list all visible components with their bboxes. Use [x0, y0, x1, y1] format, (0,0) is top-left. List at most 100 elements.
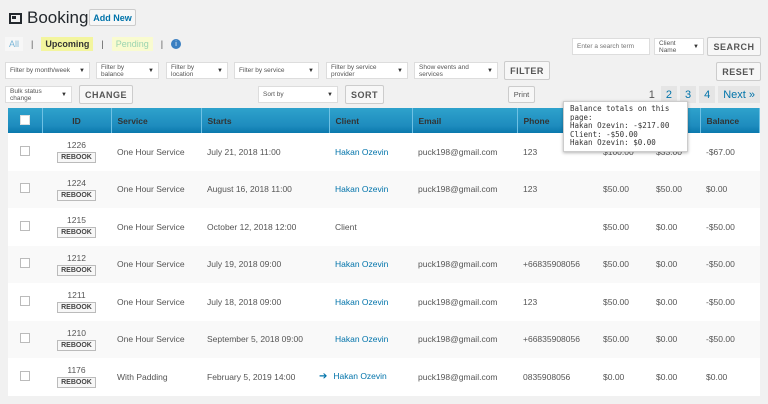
sort-button[interactable]: SORT: [345, 85, 384, 104]
service: One Hour Service: [117, 146, 185, 157]
service: One Hour Service: [117, 296, 185, 307]
tab-all[interactable]: All: [5, 37, 24, 51]
change-button[interactable]: CHANGE: [79, 85, 133, 104]
starts: February 5, 2019 14:00: [207, 371, 296, 382]
page-2[interactable]: 2: [660, 86, 677, 103]
balance-tooltip: Balance totals on this page: Hakan Ozevi…: [563, 101, 688, 152]
col-client[interactable]: Client: [329, 108, 413, 133]
amount-7: $50.00: [603, 296, 629, 307]
starts: July 19, 2018 09:00: [207, 259, 282, 270]
email: puck198@gmail.com: [418, 146, 498, 157]
reset-button[interactable]: RESET: [716, 62, 761, 81]
bulk-status-select[interactable]: Bulk status change ▼: [5, 86, 72, 103]
filter-button[interactable]: FILTER: [504, 61, 550, 80]
client[interactable]: Hakan Ozevin: [335, 296, 389, 307]
row-checkbox[interactable]: [20, 295, 30, 306]
phone: 123: [523, 146, 538, 157]
booking-id: 1212: [67, 252, 86, 263]
email: puck198@gmail.com: [418, 184, 498, 195]
client[interactable]: Hakan Ozevin: [333, 371, 387, 382]
page-4[interactable]: 4: [699, 86, 716, 103]
amount-7: $50.00: [603, 334, 629, 345]
search-field-select[interactable]: Client Name ▼: [654, 38, 704, 55]
client[interactable]: Hakan Ozevin: [335, 259, 389, 270]
pagination: 1 2 3 4 Next »: [646, 86, 760, 103]
amount-7: $100.00: [603, 146, 634, 157]
service: One Hour Service: [117, 259, 185, 270]
starts: August 16, 2018 11:00: [207, 184, 292, 195]
rebook-button[interactable]: REBOOK: [57, 302, 96, 314]
amount-7: $50.00: [603, 184, 629, 195]
table-row: 1212 REBOOK One Hour Service July 19, 2018 …: [8, 245, 760, 283]
rebook-button[interactable]: REBOOK: [57, 264, 96, 276]
rebook-button[interactable]: REBOOK: [57, 339, 96, 351]
email: [412, 208, 517, 246]
tab-upcoming[interactable]: Upcoming: [41, 37, 94, 51]
amount-8: $33.00: [656, 146, 682, 157]
amount-8: $0.00: [656, 221, 678, 232]
booking-id: 1224: [67, 177, 86, 188]
search-input[interactable]: [572, 38, 650, 55]
filter-month-select[interactable]: Filter by month/week ▼: [5, 62, 90, 79]
starts: October 12, 2018 12:00: [207, 221, 297, 232]
row-checkbox[interactable]: [20, 370, 30, 381]
col-service[interactable]: Service: [111, 108, 202, 133]
table-row: 1211 REBOOK One Hour Service July 18, 2018 …: [8, 283, 760, 321]
bookings-icon: [9, 12, 22, 24]
status-tabs: All | Upcoming | Pending | i: [5, 37, 182, 51]
filter-balance-select[interactable]: Filter by balance ▼: [96, 62, 159, 79]
print-button[interactable]: Print: [508, 86, 535, 103]
page-title: Bookings: [9, 8, 97, 28]
select-all-checkbox[interactable]: [19, 114, 30, 125]
filter-location-select[interactable]: Filter by location ▼: [166, 62, 228, 79]
service: One Hour Service: [117, 184, 185, 195]
next-page[interactable]: Next »: [718, 86, 760, 103]
service: With Padding: [117, 371, 168, 382]
rebook-button[interactable]: REBOOK: [57, 152, 96, 164]
row-checkbox[interactable]: [20, 145, 30, 156]
table-row: 1215 REBOOK One Hour Service October 12, 20…: [8, 208, 760, 246]
row-checkbox[interactable]: [20, 183, 30, 194]
add-new-button[interactable]: Add New: [89, 9, 136, 26]
service: One Hour Service: [117, 334, 185, 345]
booking-id: 1211: [67, 290, 86, 301]
rebook-button[interactable]: REBOOK: [57, 377, 96, 389]
balance: $0.00: [706, 371, 728, 382]
filter-provider-select[interactable]: Filter by service provider ▼: [326, 62, 408, 79]
col-id[interactable]: ID: [42, 108, 112, 133]
table-row: 1176 REBOOK With Padding February 5, 2019 1…: [8, 358, 760, 396]
phone: 0835908056: [523, 371, 571, 382]
client[interactable]: Hakan Ozevin: [335, 334, 389, 345]
amount-8: $0.00: [656, 334, 678, 345]
row-checkbox[interactable]: [20, 333, 30, 344]
info-icon[interactable]: i: [171, 39, 182, 49]
email: puck198@gmail.com: [418, 334, 498, 345]
col-balance[interactable]: Balance: [700, 108, 760, 133]
email: puck198@gmail.com: [418, 371, 498, 382]
rebook-button[interactable]: REBOOK: [57, 189, 96, 201]
sort-by-select[interactable]: Sort by ▼: [258, 86, 338, 103]
balance: -$50.00: [706, 334, 735, 345]
page-3[interactable]: 3: [679, 86, 697, 103]
show-events-select[interactable]: Show events and services ▼: [414, 62, 498, 79]
client[interactable]: Hakan Ozevin: [335, 146, 389, 157]
login-icon[interactable]: ➔: [319, 371, 328, 383]
row-checkbox[interactable]: [20, 220, 30, 231]
starts: July 21, 2018 11:00: [207, 146, 281, 157]
tab-pending[interactable]: Pending: [111, 37, 153, 51]
table-row: 1210 REBOOK One Hour Service September 5, 2…: [8, 320, 760, 358]
search-button[interactable]: SEARCH: [707, 37, 761, 56]
rebook-button[interactable]: REBOOK: [57, 227, 96, 239]
amount-8: $0.00: [656, 296, 678, 307]
client[interactable]: Hakan Ozevin: [335, 184, 389, 195]
amount-8: $0.00: [656, 371, 678, 382]
booking-id: 1215: [67, 215, 86, 226]
filter-service-select[interactable]: Filter by service ▼: [234, 62, 319, 79]
col-email[interactable]: Email: [412, 108, 518, 133]
balance: -$67.00: [706, 146, 735, 157]
balance: -$50.00: [706, 221, 735, 232]
client: Client: [335, 221, 357, 232]
col-starts[interactable]: Starts: [201, 108, 330, 133]
row-checkbox[interactable]: [20, 258, 30, 269]
booking-id: 1226: [67, 140, 86, 151]
